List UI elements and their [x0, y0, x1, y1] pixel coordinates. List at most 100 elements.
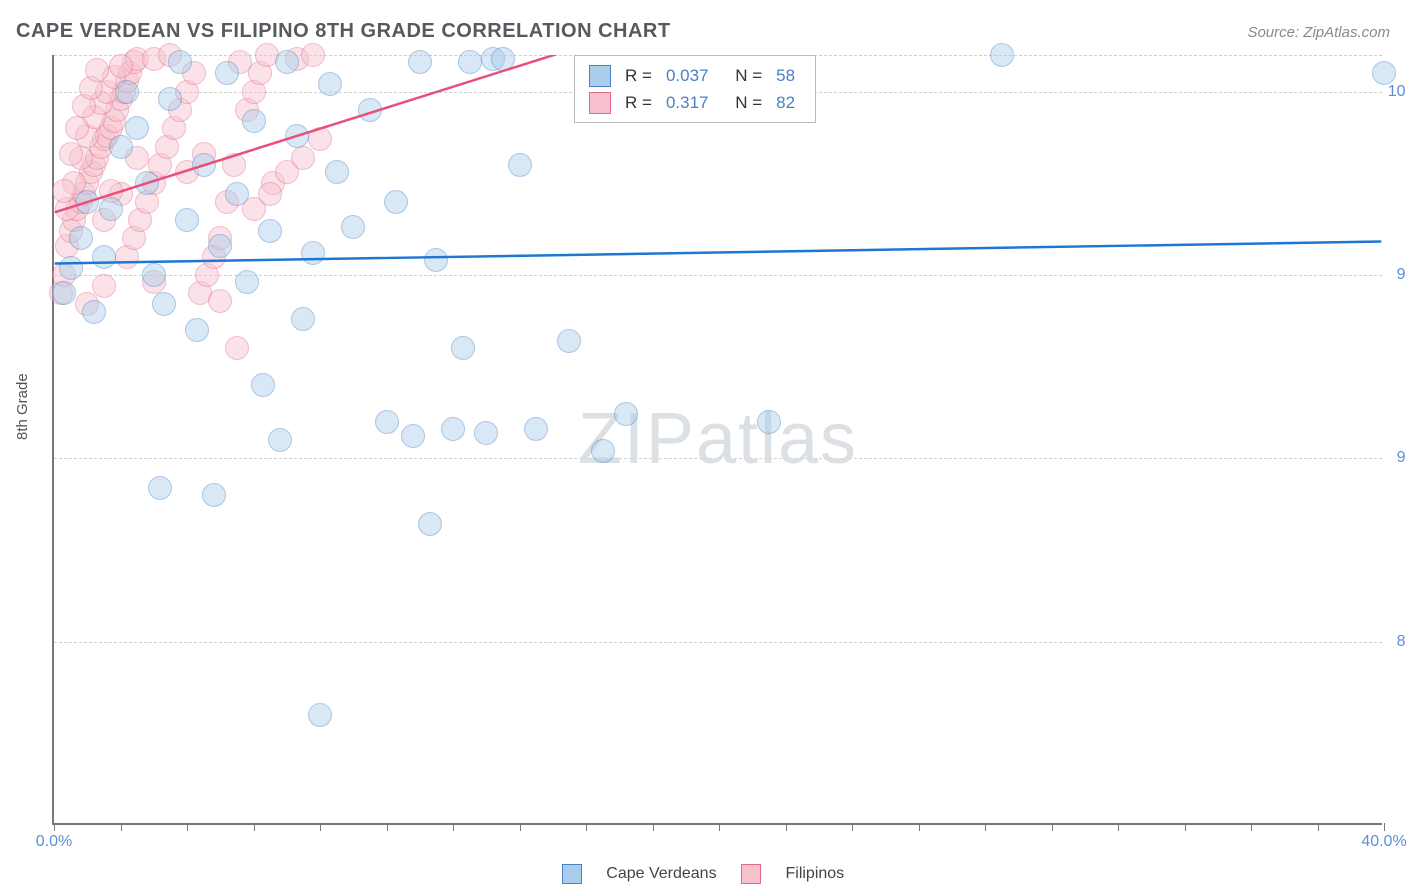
x-tick — [254, 823, 255, 831]
chart-header: CAPE VERDEAN VS FILIPINO 8TH GRADE CORRE… — [16, 20, 1390, 43]
scatter-point — [192, 153, 216, 177]
x-tick — [121, 823, 122, 831]
scatter-point — [275, 50, 299, 74]
scatter-point — [301, 43, 325, 67]
gridline-h — [54, 642, 1382, 643]
x-tick — [1318, 823, 1319, 831]
scatter-point — [75, 190, 99, 214]
scatter-point — [115, 80, 139, 104]
scatter-point — [148, 476, 172, 500]
y-tick-label: 100.0% — [1387, 83, 1406, 101]
x-tick-label: 0.0% — [36, 833, 72, 851]
scatter-point — [251, 373, 275, 397]
scatter-point — [474, 421, 498, 445]
x-tick — [786, 823, 787, 831]
scatter-point — [291, 146, 315, 170]
x-tick — [653, 823, 654, 831]
y-tick-label: 90.0% — [1387, 449, 1406, 467]
x-tick-label: 40.0% — [1361, 833, 1406, 851]
scatter-point — [242, 109, 266, 133]
x-tick — [1118, 823, 1119, 831]
trend-lines — [54, 55, 1382, 823]
scatter-point — [158, 87, 182, 111]
scatter-point — [152, 292, 176, 316]
legend-swatch-a-icon — [562, 864, 582, 884]
scatter-point — [524, 417, 548, 441]
scatter-point — [757, 410, 781, 434]
r-value-b: 0.317 — [666, 89, 709, 116]
scatter-point — [418, 512, 442, 536]
watermark-post: atlas — [696, 399, 858, 479]
scatter-point — [491, 47, 515, 71]
scatter-point — [268, 428, 292, 452]
stats-legend-box: R = 0.037 N = 58 R = 0.317 N = 82 — [574, 55, 816, 123]
x-tick — [1052, 823, 1053, 831]
scatter-point — [591, 439, 615, 463]
scatter-point — [301, 241, 325, 265]
scatter-point — [208, 234, 232, 258]
scatter-point — [69, 226, 93, 250]
y-tick-label: 95.0% — [1387, 266, 1406, 284]
legend-swatch-b-icon — [741, 864, 761, 884]
bottom-legend: Cape Verdeans Filipinos — [0, 864, 1406, 884]
x-tick — [453, 823, 454, 831]
scatter-point — [52, 281, 76, 305]
y-tick-label: 85.0% — [1387, 633, 1406, 651]
scatter-point — [291, 307, 315, 331]
scatter-point — [85, 58, 109, 82]
scatter-point — [225, 336, 249, 360]
scatter-point — [341, 215, 365, 239]
trend-line — [55, 242, 1382, 264]
scatter-point — [99, 197, 123, 221]
n-label-b: N = — [735, 89, 762, 116]
scatter-point — [1372, 61, 1396, 85]
x-tick — [586, 823, 587, 831]
scatter-point — [59, 142, 83, 166]
scatter-point — [990, 43, 1014, 67]
scatter-point — [325, 160, 349, 184]
scatter-point — [508, 153, 532, 177]
x-tick — [852, 823, 853, 831]
scatter-point — [109, 135, 133, 159]
x-tick — [520, 823, 521, 831]
n-label-a: N = — [735, 62, 762, 89]
stats-row-b: R = 0.317 N = 82 — [589, 89, 801, 116]
legend-label-a: Cape Verdeans — [606, 865, 716, 882]
scatter-point — [258, 219, 282, 243]
scatter-point — [308, 703, 332, 727]
scatter-point — [451, 336, 475, 360]
scatter-point — [142, 263, 166, 287]
scatter-point — [614, 402, 638, 426]
scatter-point — [285, 124, 309, 148]
n-value-b: 82 — [776, 89, 795, 116]
x-tick — [985, 823, 986, 831]
swatch-a-icon — [589, 65, 611, 87]
scatter-point — [185, 318, 209, 342]
scatter-point — [557, 329, 581, 353]
x-tick — [719, 823, 720, 831]
scatter-point — [52, 179, 76, 203]
scatter-point — [235, 270, 259, 294]
scatter-point — [408, 50, 432, 74]
scatter-point — [175, 208, 199, 232]
scatter-point — [125, 116, 149, 140]
y-axis-label: 8th Grade — [14, 373, 31, 440]
x-tick — [919, 823, 920, 831]
scatter-chart: ZIPatlas R = 0.037 N = 58 R = 0.317 N = … — [52, 55, 1382, 825]
scatter-point — [308, 127, 332, 151]
scatter-point — [384, 190, 408, 214]
scatter-point — [441, 417, 465, 441]
scatter-point — [222, 153, 246, 177]
scatter-point — [208, 289, 232, 313]
x-tick — [1185, 823, 1186, 831]
x-tick — [387, 823, 388, 831]
x-tick — [1384, 823, 1385, 831]
scatter-point — [109, 54, 133, 78]
scatter-point — [65, 116, 89, 140]
r-label-b: R = — [625, 89, 652, 116]
scatter-point — [215, 61, 239, 85]
scatter-point — [225, 182, 249, 206]
scatter-point — [401, 424, 425, 448]
scatter-point — [92, 274, 116, 298]
stats-row-a: R = 0.037 N = 58 — [589, 62, 801, 89]
